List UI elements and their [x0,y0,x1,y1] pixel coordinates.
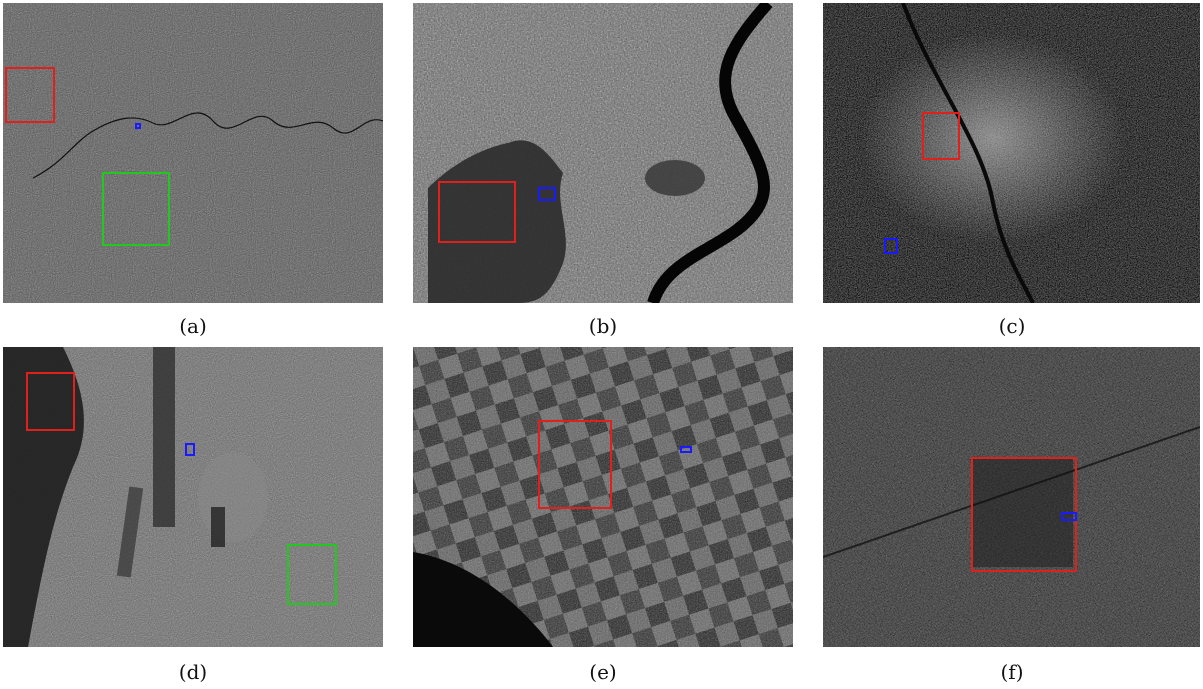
red-roi-box [438,181,516,243]
blue-roi-box [538,187,556,201]
sar-texture-c [823,3,1200,303]
sar-texture-d [3,347,383,647]
sar-image-a [3,3,383,303]
red-roi-box [922,112,960,160]
sar-image-e [413,347,793,647]
caption-b: (b) [588,314,618,338]
sar-texture-b [413,3,793,303]
caption-f: (f) [1000,660,1024,684]
blue-roi-box [1061,512,1077,521]
red-roi-box [26,372,75,431]
sar-image-b [413,3,793,303]
sar-image-d [3,347,383,647]
sar-image-f [823,347,1200,647]
caption-d: (d) [178,660,208,684]
blue-roi-box [680,446,692,453]
sar-texture-e [413,347,793,647]
sar-texture-a [3,3,383,303]
blue-roi-box [185,443,195,456]
red-roi-box [5,67,55,123]
caption-a: (a) [179,314,207,338]
sar-image-c [823,3,1200,303]
sar-texture-f [823,347,1200,647]
caption-c: (c) [998,314,1026,338]
red-roi-box [538,420,612,509]
caption-e: (e) [589,660,617,684]
green-roi-box [287,544,337,605]
blue-roi-box [884,238,898,254]
blue-roi-box [135,123,141,129]
green-roi-box [102,172,170,246]
